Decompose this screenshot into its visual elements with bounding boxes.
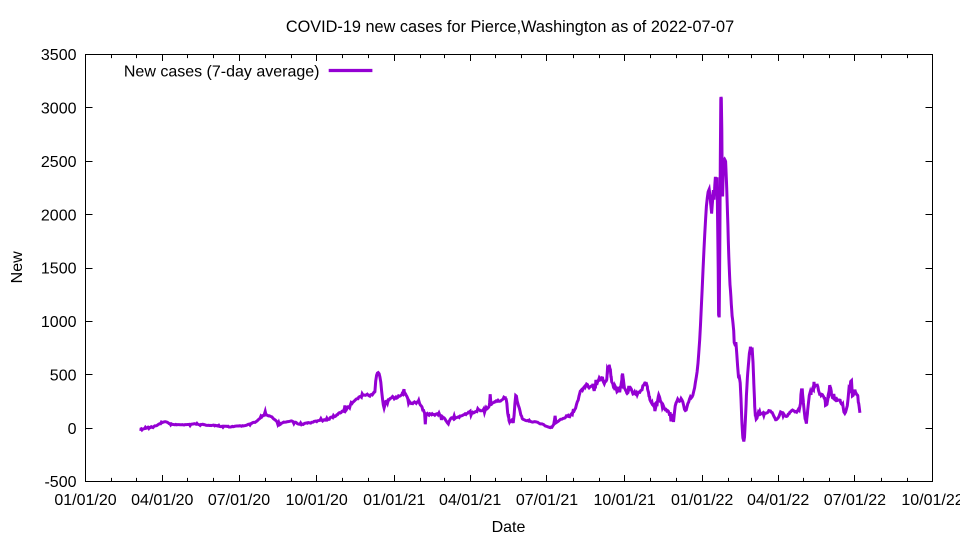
svg-text:3000: 3000 <box>41 101 77 118</box>
svg-text:2500: 2500 <box>41 154 77 171</box>
svg-text:Date: Date <box>492 519 526 536</box>
svg-text:COVID-19 new cases for Pierce,: COVID-19 new cases for Pierce,Washington… <box>286 18 734 36</box>
svg-text:07/01/21: 07/01/21 <box>516 492 578 509</box>
svg-text:04/01/20: 04/01/20 <box>131 492 193 509</box>
svg-text:New: New <box>9 251 26 283</box>
svg-text:07/01/22: 07/01/22 <box>824 492 886 509</box>
svg-text:04/01/21: 04/01/21 <box>439 492 501 509</box>
svg-text:0: 0 <box>68 421 77 438</box>
svg-text:10/01/21: 10/01/21 <box>593 492 655 509</box>
svg-text:2000: 2000 <box>41 207 77 224</box>
svg-text:New cases (7-day average): New cases (7-day average) <box>124 63 320 80</box>
svg-text:-500: -500 <box>44 474 76 491</box>
svg-text:01/01/20: 01/01/20 <box>54 492 116 509</box>
svg-text:01/01/22: 01/01/22 <box>671 492 733 509</box>
svg-text:3500: 3500 <box>41 47 77 64</box>
svg-text:500: 500 <box>50 367 77 384</box>
svg-text:01/01/21: 01/01/21 <box>363 492 425 509</box>
svg-text:04/01/22: 04/01/22 <box>747 492 809 509</box>
svg-text:10/01/22: 10/01/22 <box>901 492 960 509</box>
svg-text:1000: 1000 <box>41 314 77 331</box>
svg-text:07/01/20: 07/01/20 <box>208 492 270 509</box>
svg-text:10/01/20: 10/01/20 <box>286 492 348 509</box>
svg-text:1500: 1500 <box>41 261 77 278</box>
